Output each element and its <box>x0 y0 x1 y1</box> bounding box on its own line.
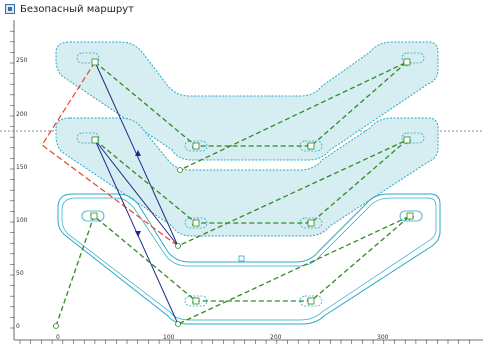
x-axis: 0 100 200 300 <box>14 334 483 344</box>
x-tick-300: 300 <box>377 334 389 341</box>
waypoint-markers[interactable] <box>53 58 414 329</box>
safe-route <box>55 59 415 327</box>
x-tick-0: 0 <box>56 334 60 341</box>
y-tick-50: 50 <box>16 270 24 277</box>
route-app-icon <box>5 4 15 14</box>
y-tick-150: 150 <box>16 164 28 171</box>
x-tick-200: 200 <box>270 334 282 341</box>
window-title: Безопасный маршрут <box>20 3 134 15</box>
y-tick-250: 250 <box>16 57 28 64</box>
y-tick-100: 100 <box>16 217 28 224</box>
boundary-polygon <box>41 61 179 247</box>
y-tick-200: 200 <box>16 111 28 118</box>
title-bar: Безопасный маршрут <box>0 0 483 18</box>
x-tick-100: 100 <box>163 334 175 341</box>
y-axis: 250 200 150 100 50 0 <box>10 20 28 340</box>
y-tick-0: 0 <box>16 323 20 330</box>
